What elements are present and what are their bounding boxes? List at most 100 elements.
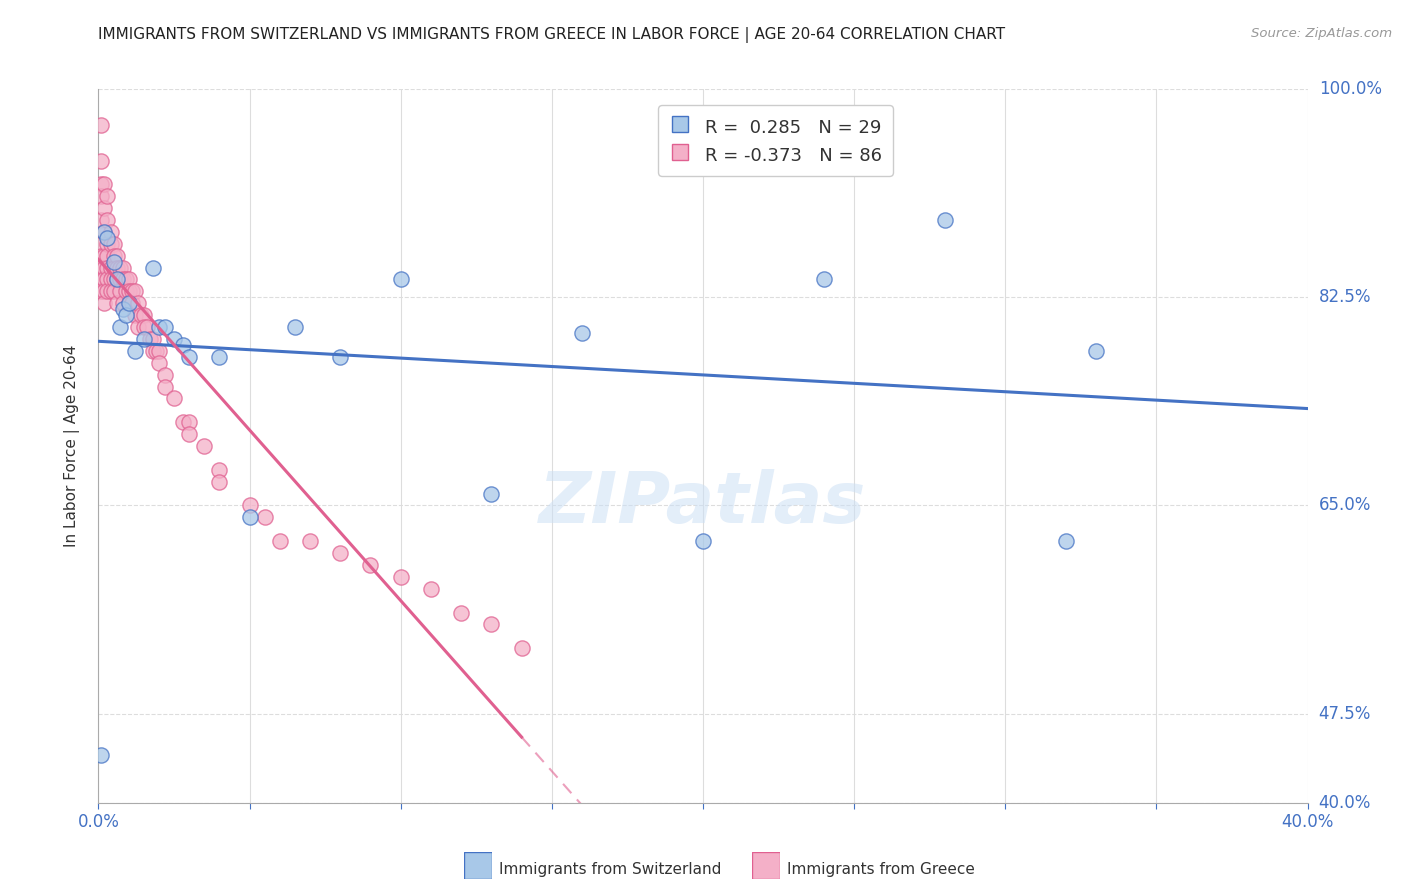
Point: [239, 499, 262, 513]
Point: [163, 332, 186, 346]
Point: [90, 189, 112, 203]
Point: [111, 296, 134, 310]
Point: [135, 320, 157, 334]
Point: [93, 249, 115, 263]
Point: [142, 343, 165, 358]
Point: [114, 272, 136, 286]
Point: [148, 356, 170, 370]
Point: [127, 320, 149, 334]
Text: Immigrants from Switzerland: Immigrants from Switzerland: [499, 863, 721, 877]
Point: [139, 332, 162, 346]
Point: [96, 213, 118, 227]
Y-axis label: In Labor Force | Age 20-64: In Labor Force | Age 20-64: [65, 345, 80, 547]
Point: [172, 415, 194, 429]
Text: ZIPatlas: ZIPatlas: [540, 468, 866, 538]
Point: [96, 249, 118, 263]
Point: [208, 475, 231, 489]
Point: [90, 118, 112, 132]
Point: [177, 350, 201, 364]
Point: [510, 641, 533, 656]
Point: [813, 272, 835, 286]
Point: [93, 296, 115, 310]
Point: [103, 272, 125, 286]
Point: [93, 201, 115, 215]
Point: [193, 439, 215, 453]
Point: [111, 272, 134, 286]
Point: [177, 427, 201, 442]
Point: [284, 320, 307, 334]
Point: [132, 332, 155, 346]
Point: [96, 231, 118, 245]
Point: [269, 534, 291, 549]
Point: [93, 285, 115, 299]
Point: [108, 260, 131, 275]
Point: [105, 296, 128, 310]
Point: [118, 272, 141, 286]
Point: [692, 534, 714, 549]
Text: 40.0%: 40.0%: [1319, 794, 1371, 812]
Point: [208, 463, 231, 477]
Point: [111, 260, 134, 275]
Point: [100, 272, 122, 286]
Point: [108, 285, 131, 299]
Point: [329, 546, 352, 560]
Point: [132, 308, 155, 322]
Point: [96, 260, 118, 275]
Point: [93, 225, 115, 239]
Point: [208, 350, 231, 364]
Point: [100, 285, 122, 299]
Point: [934, 213, 956, 227]
Point: [96, 189, 118, 203]
Point: [329, 350, 352, 364]
Point: [105, 260, 128, 275]
Point: [111, 302, 134, 317]
Point: [90, 236, 112, 251]
Point: [389, 272, 412, 286]
Text: 100.0%: 100.0%: [1319, 80, 1382, 98]
Point: [132, 320, 155, 334]
Point: [105, 272, 128, 286]
Point: [389, 570, 412, 584]
Point: [103, 254, 125, 268]
Point: [118, 296, 141, 310]
Text: Source: ZipAtlas.com: Source: ZipAtlas.com: [1251, 27, 1392, 40]
Point: [124, 343, 146, 358]
Point: [360, 558, 382, 572]
Point: [153, 368, 176, 382]
Text: 47.5%: 47.5%: [1319, 705, 1371, 723]
Point: [105, 249, 128, 263]
Point: [93, 178, 115, 192]
Point: [105, 272, 128, 286]
Point: [103, 285, 125, 299]
Text: Immigrants from Greece: Immigrants from Greece: [787, 863, 976, 877]
Point: [148, 320, 170, 334]
Point: [127, 296, 149, 310]
Point: [172, 338, 194, 352]
Point: [124, 308, 146, 322]
Point: [481, 617, 503, 632]
Point: [93, 225, 115, 239]
Point: [450, 606, 472, 620]
Point: [299, 534, 322, 549]
Point: [96, 272, 118, 286]
Point: [419, 582, 441, 596]
Point: [129, 308, 152, 322]
Point: [90, 748, 112, 763]
Point: [145, 343, 167, 358]
Text: IMMIGRANTS FROM SWITZERLAND VS IMMIGRANTS FROM GREECE IN LABOR FORCE | AGE 20-64: IMMIGRANTS FROM SWITZERLAND VS IMMIGRANT…: [98, 27, 1005, 43]
Point: [90, 153, 112, 168]
Point: [93, 260, 115, 275]
Point: [108, 320, 131, 334]
Point: [481, 486, 503, 500]
Point: [124, 285, 146, 299]
Point: [93, 272, 115, 286]
Point: [239, 510, 262, 524]
Point: [571, 326, 593, 340]
Point: [90, 178, 112, 192]
Text: 82.5%: 82.5%: [1319, 288, 1371, 306]
Point: [142, 260, 165, 275]
Point: [100, 236, 122, 251]
Point: [148, 343, 170, 358]
Point: [114, 308, 136, 322]
Point: [100, 260, 122, 275]
